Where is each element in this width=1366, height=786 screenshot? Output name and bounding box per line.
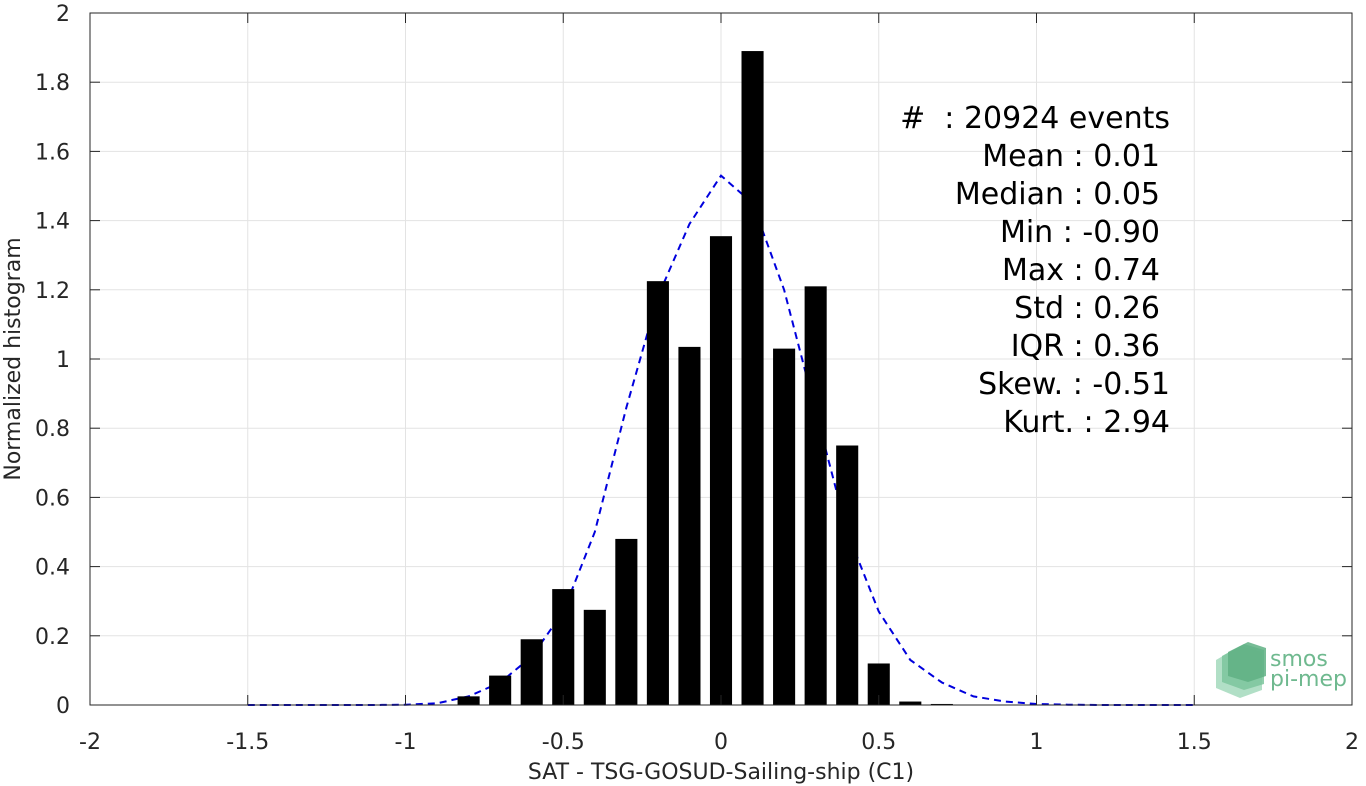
y-tick-label: 1.8 bbox=[35, 71, 70, 96]
histogram-bar bbox=[773, 348, 796, 705]
histogram-bar bbox=[804, 286, 827, 705]
histogram-bar bbox=[552, 589, 575, 705]
y-tick-label: 1.2 bbox=[35, 279, 70, 304]
histogram-bar bbox=[899, 701, 922, 705]
stat-events: # : 20924 events bbox=[900, 101, 1170, 136]
histogram-bar bbox=[930, 703, 953, 705]
stat-skew: Skew. : -0.51 bbox=[978, 367, 1170, 402]
x-tick-label: 0.5 bbox=[861, 730, 896, 755]
histogram-bar bbox=[615, 538, 638, 705]
stat-std: Std : 0.26 bbox=[1014, 291, 1160, 326]
histogram-bar bbox=[741, 51, 764, 706]
x-tick-label: -0.5 bbox=[542, 730, 585, 755]
histogram-bar bbox=[520, 639, 543, 705]
histogram-bar bbox=[867, 663, 890, 705]
y-tick-label: 0 bbox=[56, 694, 70, 719]
stat-iqr: IQR : 0.36 bbox=[1011, 329, 1160, 364]
x-tick-label: 2 bbox=[1345, 730, 1359, 755]
y-tick-label: 1.6 bbox=[35, 140, 70, 165]
y-tick-label: 0.2 bbox=[35, 625, 70, 650]
y-tick-label: 2 bbox=[56, 2, 70, 27]
stat-max: Max : 0.74 bbox=[1002, 253, 1160, 288]
logo-icon bbox=[1216, 642, 1266, 698]
y-tick-labels: 0 0.2 0.4 0.6 0.8 1 1.2 1.4 1.6 1.8 2 bbox=[35, 2, 70, 719]
y-tick-label: 0.8 bbox=[35, 417, 70, 442]
smos-pi-mep-logo: smos pi-mep bbox=[1216, 642, 1347, 698]
logo-text-pi-mep: pi-mep bbox=[1270, 667, 1347, 692]
x-tick-label: -2 bbox=[79, 730, 101, 755]
histogram-bar bbox=[457, 696, 480, 705]
x-axis-title: SAT - TSG-GOSUD-Sailing-ship (C1) bbox=[528, 760, 914, 785]
x-tick-label: 1 bbox=[1030, 730, 1044, 755]
x-tick-label: 0 bbox=[714, 730, 728, 755]
stat-kurt: Kurt. : 2.94 bbox=[1003, 405, 1170, 440]
histogram-bar bbox=[836, 445, 859, 705]
y-tick-label: 1 bbox=[56, 348, 70, 373]
x-tick-labels: -2 -1.5 -1 -0.5 0 0.5 1 1.5 2 bbox=[79, 730, 1359, 755]
histogram-bar bbox=[646, 281, 669, 705]
x-tick-label: 1.5 bbox=[1177, 730, 1212, 755]
histogram-bar bbox=[489, 675, 512, 705]
stats-annotation: # : 20924 events Mean : 0.01 Median : 0.… bbox=[900, 101, 1170, 440]
y-axis-title: Normalized histogram bbox=[1, 237, 26, 480]
histogram-bar bbox=[678, 346, 701, 705]
x-tick-label: -1.5 bbox=[226, 730, 269, 755]
y-tick-label: 1.4 bbox=[35, 210, 70, 235]
histogram-bar bbox=[709, 236, 733, 706]
x-tick-label: -1 bbox=[395, 730, 417, 755]
stat-median: Median : 0.05 bbox=[955, 177, 1160, 212]
y-tick-label: 0.6 bbox=[35, 486, 70, 511]
axis-ticks bbox=[89, 12, 1353, 706]
bars bbox=[457, 51, 953, 706]
stat-min: Min : -0.90 bbox=[1000, 215, 1160, 250]
logo-text-smos: smos bbox=[1270, 647, 1328, 672]
y-tick-label: 0.4 bbox=[35, 556, 70, 581]
stat-mean: Mean : 0.01 bbox=[982, 139, 1160, 174]
histogram-bar bbox=[583, 609, 606, 705]
